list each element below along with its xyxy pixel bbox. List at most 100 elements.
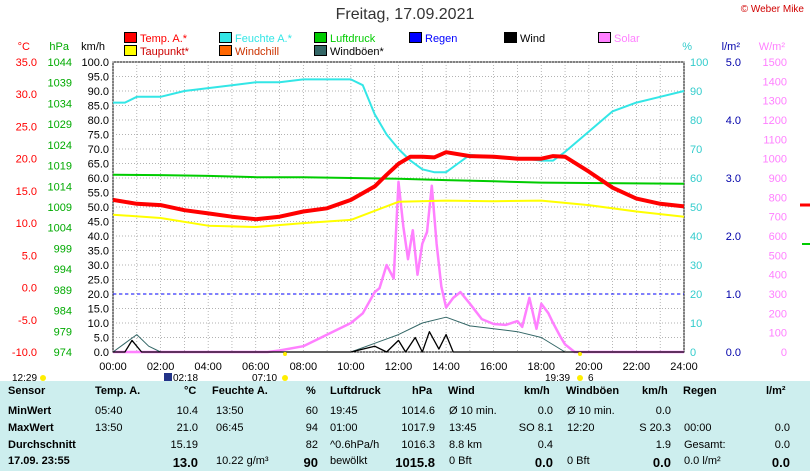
tick-temp: 25.0 — [16, 121, 37, 133]
table-cell-wind-time: 8.8 km — [449, 439, 483, 451]
tick-wind: 80.0 — [88, 115, 109, 127]
tick-wind: 15.0 — [88, 304, 109, 316]
legend-label: Regen — [425, 33, 458, 45]
tick-humidity: 100 — [690, 57, 708, 69]
table-cell-temp-time: 13:50 — [95, 422, 123, 434]
stats-table: Sensor Temp. A. °C Feuchte A. % Luftdruc… — [0, 381, 810, 471]
legend-label: Luftdruck — [330, 33, 376, 45]
table-cell-press-time: 01:00 — [330, 422, 358, 434]
table-cell-temp-val: 15.19 — [170, 439, 198, 451]
table-cell-rain-time: 00:00 — [684, 422, 712, 434]
tick-wind: 70.0 — [88, 144, 109, 156]
table-cell-hum-val: 90 — [303, 455, 318, 470]
legend-item: Feuchte A.* — [219, 32, 292, 45]
tick-pressure: 1044 — [48, 57, 72, 69]
tick-temp: 10.0 — [16, 218, 37, 230]
table-cell-rain-time: 0.0 l/m² — [684, 455, 721, 467]
hdr-gust: Windböen — [566, 385, 620, 397]
tick-temp: -10.0 — [12, 347, 37, 359]
legend-swatch — [504, 32, 517, 43]
table-cell-press-val: 1014.6 — [401, 405, 435, 417]
tick-pressure: 984 — [54, 306, 72, 318]
tick-temp: 0.0 — [22, 283, 37, 295]
series-feuchte-a- — [113, 78, 685, 174]
marker-moon-label: 02:18 — [173, 373, 198, 381]
hdr-gust-unit: km/h — [642, 385, 668, 397]
tick-time: 20:00 — [575, 361, 603, 373]
legend-swatch — [219, 45, 232, 56]
legend-item: Luftdruck — [314, 32, 375, 45]
tick-humidity: 30 — [690, 260, 702, 272]
sun-icon-left — [40, 375, 46, 381]
tick-wind: 0.0 — [94, 347, 109, 359]
tick-humidity: 10 — [690, 318, 702, 330]
tick-wind: 85.0 — [88, 101, 109, 113]
tick-humidity: 90 — [690, 86, 702, 98]
table-cell-hum-time: 10.22 g/m³ — [216, 455, 269, 467]
table-cell-hum-time: 13:50 — [216, 405, 244, 417]
legend-swatch — [219, 32, 232, 43]
tick-pressure: 1039 — [48, 78, 72, 90]
legend-swatch — [598, 32, 611, 43]
tick-rain: 1.0 — [726, 289, 741, 301]
tick-solar: 600 — [769, 231, 787, 243]
tick-time: 10:00 — [337, 361, 365, 373]
tick-rain: 2.0 — [726, 231, 741, 243]
table-cell-hum-time: 06:45 — [216, 422, 244, 434]
legend-swatch — [314, 32, 327, 43]
tick-solar: 100 — [769, 328, 787, 340]
unit-temp: °C — [18, 41, 30, 53]
moon-icon — [164, 373, 172, 381]
table-cell-temp-val: 10.4 — [176, 405, 198, 417]
tick-solar: 400 — [769, 270, 787, 282]
tick-wind: 40.0 — [88, 231, 109, 243]
legend-label: Solar — [614, 33, 640, 45]
table-cell-press-val: 1015.8 — [395, 455, 435, 470]
tick-pressure: 1019 — [48, 161, 72, 173]
tick-solar: 200 — [769, 308, 787, 320]
unit-pressure: hPa — [49, 41, 69, 53]
tick-solar: 1100 — [763, 134, 787, 146]
tick-pressure: 1004 — [48, 223, 72, 235]
table-cell-temp-val: 13.0 — [172, 455, 198, 470]
hdr-wind-unit: km/h — [524, 385, 550, 397]
tick-time: 00:00 — [99, 361, 127, 373]
table-cell-wind-time: 0 Bft — [449, 455, 472, 467]
tick-solar: 900 — [769, 173, 787, 185]
tick-humidity: 50 — [690, 202, 702, 214]
hdr-hum-unit: % — [306, 385, 316, 397]
series-wind — [113, 331, 684, 353]
tick-pressure: 974 — [54, 347, 72, 359]
tick-rain: 5.0 — [726, 57, 741, 69]
tick-wind: 55.0 — [88, 188, 109, 200]
table-cell-hum-val: 94 — [305, 422, 318, 434]
table-cell-press-time: bewölkt — [330, 455, 368, 467]
legend-label: Wind — [520, 33, 546, 45]
legend-label: Feuchte A.* — [235, 33, 292, 45]
tick-wind: 65.0 — [88, 159, 109, 171]
tick-time: 24:00 — [670, 361, 698, 373]
tick-pressure: 1024 — [48, 140, 72, 152]
tick-pressure: 989 — [54, 285, 72, 297]
hdr-temp-unit: °C — [184, 385, 197, 397]
table-cell-label: MaxWert — [8, 422, 54, 434]
series-taupunkt- — [112, 199, 685, 228]
tick-pressure: 1034 — [48, 98, 72, 110]
legend-item: Windböen* — [314, 45, 384, 58]
table-cell-temp-val: 21.0 — [176, 422, 198, 434]
table-cell-wind-val: SO 8.1 — [518, 422, 553, 434]
table-cell-temp-time: 05:40 — [95, 405, 123, 417]
tick-humidity: 0 — [690, 347, 696, 359]
table-cell-press-time: ^0.6hPa/h — [330, 439, 380, 451]
tick-time: 12:00 — [385, 361, 413, 373]
table-cell-gust-time: Ø 10 min. — [567, 405, 615, 417]
tick-temp: 20.0 — [16, 154, 37, 166]
tick-time: 22:00 — [623, 361, 651, 373]
tick-wind: 100.0 — [81, 57, 109, 69]
tick-humidity: 80 — [690, 115, 702, 127]
tick-solar: 700 — [769, 212, 787, 224]
hdr-rain-unit: l/m² — [766, 385, 786, 397]
legend-item: Windchill — [219, 45, 279, 58]
copyright: © Weber Mike — [740, 4, 804, 15]
table-cell-rain-time: Gesamt: — [684, 439, 726, 451]
